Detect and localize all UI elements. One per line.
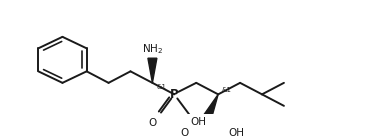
- Text: P: P: [170, 88, 179, 101]
- Polygon shape: [203, 94, 218, 119]
- Text: &1: &1: [221, 87, 231, 93]
- Text: NH$_2$: NH$_2$: [142, 42, 163, 56]
- Polygon shape: [148, 58, 157, 83]
- Text: O: O: [149, 118, 157, 128]
- Text: O: O: [180, 128, 189, 138]
- Text: OH: OH: [228, 128, 244, 138]
- Text: OH: OH: [191, 117, 207, 127]
- Text: &1: &1: [156, 84, 166, 91]
